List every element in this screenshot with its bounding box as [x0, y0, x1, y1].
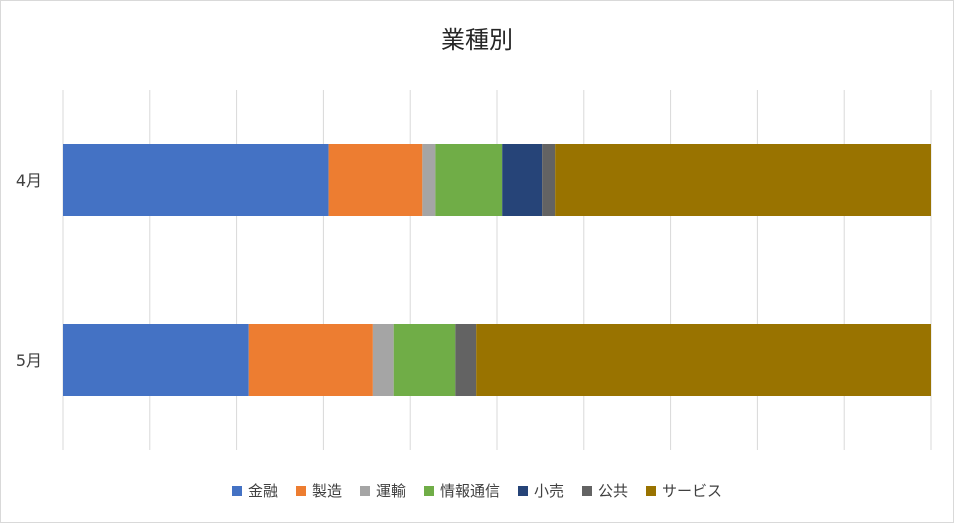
legend-item: 金融 — [231, 480, 278, 501]
legend-label: 金融 — [247, 482, 278, 500]
legend-item: 公共 — [582, 480, 628, 501]
legend-label: 運輸 — [375, 482, 406, 500]
legend-item: 製造 — [295, 480, 342, 501]
legend-swatch — [231, 485, 242, 496]
bar-segment — [328, 144, 423, 216]
bar-segment — [435, 144, 503, 216]
legend-swatch — [582, 485, 593, 496]
bar-segment — [542, 144, 556, 216]
bar-segment — [476, 324, 931, 396]
legend-label: サービス — [662, 482, 723, 500]
legend-label: 小売 — [534, 482, 565, 500]
chart-title: 業種別 — [441, 26, 513, 54]
legend-item: 情報通信 — [423, 480, 500, 501]
legend-item: 運輸 — [359, 480, 406, 501]
legend-label: 情報通信 — [439, 482, 500, 500]
legend-swatch — [423, 485, 434, 496]
legend-label: 製造 — [311, 482, 342, 500]
legend-item: 小売 — [518, 480, 564, 501]
bar-segment — [63, 324, 249, 396]
bar-segment — [502, 144, 543, 216]
bar-segment — [555, 144, 931, 216]
chart-legend: 金融 製造 運輸 情報通信 小売 公共 サービス — [0, 480, 954, 501]
legend-swatch — [359, 485, 370, 496]
bar-segment — [372, 324, 394, 396]
legend-swatch — [646, 485, 657, 496]
category-label: 5月 — [16, 351, 42, 370]
legend-swatch — [295, 485, 306, 496]
category-label: 4月 — [16, 171, 42, 190]
bar-segment — [422, 144, 436, 216]
bar-segment — [63, 144, 329, 216]
bar-segment — [455, 324, 477, 396]
legend-item: サービス — [646, 480, 722, 501]
bar-segment — [393, 324, 456, 396]
legend-label: 公共 — [598, 482, 629, 500]
bar-segment — [248, 324, 373, 396]
legend-swatch — [518, 485, 528, 496]
